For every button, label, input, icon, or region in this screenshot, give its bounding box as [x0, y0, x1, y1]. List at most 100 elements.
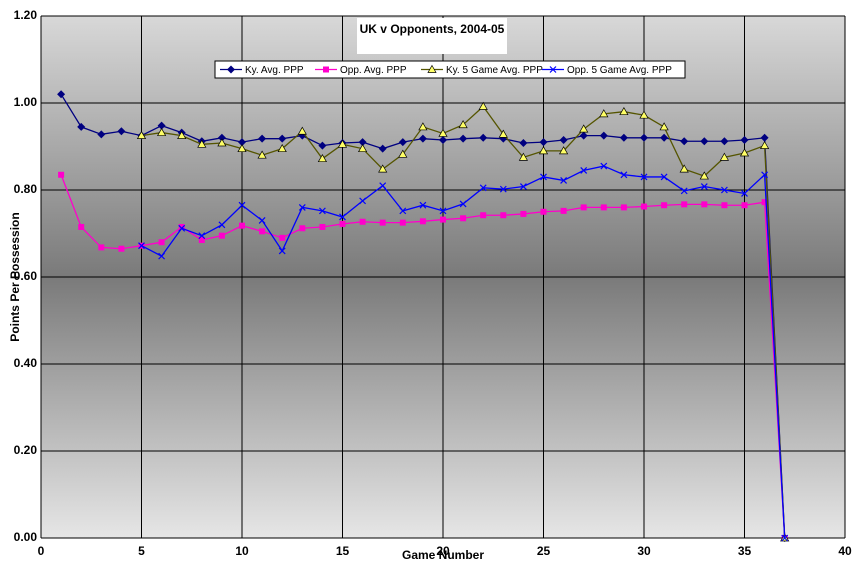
marker — [77, 122, 86, 131]
marker — [379, 219, 386, 226]
marker — [680, 187, 688, 195]
marker — [620, 171, 628, 179]
marker — [459, 134, 468, 143]
marker — [719, 152, 730, 161]
marker — [540, 173, 547, 181]
marker — [278, 247, 286, 255]
x-tick-label: 20 — [436, 544, 450, 558]
marker — [498, 129, 508, 138]
legend-label: Ky. 5 Game Avg. PPP — [446, 65, 543, 76]
marker — [660, 133, 669, 142]
marker — [699, 171, 709, 180]
marker — [418, 134, 427, 143]
marker — [257, 150, 267, 159]
marker — [339, 213, 346, 221]
marker — [318, 207, 326, 215]
marker — [318, 141, 327, 150]
marker — [138, 242, 145, 250]
marker — [620, 204, 627, 211]
marker — [761, 171, 769, 179]
marker — [398, 138, 407, 147]
y-tick-label: 0.00 — [14, 530, 38, 544]
marker — [419, 218, 426, 225]
marker — [258, 217, 266, 224]
marker — [681, 201, 688, 208]
y-tick-label: 0.20 — [14, 443, 38, 457]
marker — [238, 201, 246, 209]
legend-label: Opp. 5 Game Avg. PPP — [567, 65, 672, 76]
marker — [700, 183, 708, 190]
marker — [237, 143, 247, 153]
marker — [579, 131, 588, 140]
marker — [540, 208, 547, 215]
marker — [619, 133, 628, 142]
marker — [580, 167, 588, 174]
marker — [460, 215, 467, 222]
marker — [156, 127, 167, 136]
marker — [379, 182, 387, 190]
marker — [458, 120, 468, 129]
marker — [279, 234, 286, 241]
marker — [740, 135, 749, 144]
y-tick-label: 0.60 — [14, 269, 38, 283]
marker — [217, 133, 226, 142]
chart-title: UK v Opponents, 2004-05 — [360, 22, 505, 36]
marker — [218, 221, 226, 229]
marker — [97, 130, 106, 139]
marker — [399, 219, 406, 226]
marker — [499, 185, 507, 193]
y-tick-label: 1.20 — [14, 8, 38, 22]
marker — [227, 65, 235, 74]
y-tick-label: 0.40 — [14, 356, 38, 370]
marker — [579, 124, 589, 133]
marker — [519, 183, 527, 190]
marker — [78, 223, 85, 230]
marker — [518, 152, 529, 161]
marker — [258, 134, 267, 143]
marker — [136, 130, 147, 139]
marker — [700, 137, 709, 146]
marker — [459, 200, 467, 208]
marker — [739, 148, 750, 157]
marker — [659, 122, 669, 131]
marker — [339, 220, 346, 227]
marker — [198, 232, 206, 240]
marker — [720, 137, 729, 146]
marker — [157, 121, 166, 130]
marker — [197, 139, 207, 148]
marker — [317, 153, 328, 163]
marker — [158, 239, 165, 246]
marker — [760, 133, 769, 142]
marker — [599, 131, 608, 140]
marker — [358, 138, 367, 147]
marker — [599, 109, 609, 118]
marker — [198, 237, 205, 244]
x-tick-label: 30 — [637, 544, 651, 558]
y-tick-label: 0.80 — [14, 182, 38, 196]
marker — [398, 149, 408, 158]
marker — [98, 244, 105, 251]
marker — [357, 143, 368, 153]
marker — [720, 186, 728, 194]
marker — [178, 224, 186, 232]
marker — [319, 223, 326, 230]
marker — [238, 138, 246, 147]
marker — [741, 202, 748, 209]
x-axis-title: Game Number — [402, 548, 484, 562]
marker — [399, 207, 407, 215]
marker — [539, 138, 548, 147]
marker — [299, 225, 306, 232]
x-tick-label: 5 — [138, 544, 145, 558]
x-tick-label: 15 — [336, 544, 350, 558]
marker — [600, 162, 608, 170]
marker — [118, 245, 125, 252]
marker — [549, 66, 557, 73]
marker — [378, 144, 387, 153]
marker — [239, 222, 245, 229]
marker — [619, 106, 629, 116]
marker — [640, 133, 648, 142]
x-tick-label: 10 — [235, 544, 249, 558]
marker — [57, 90, 66, 99]
marker — [761, 199, 768, 206]
